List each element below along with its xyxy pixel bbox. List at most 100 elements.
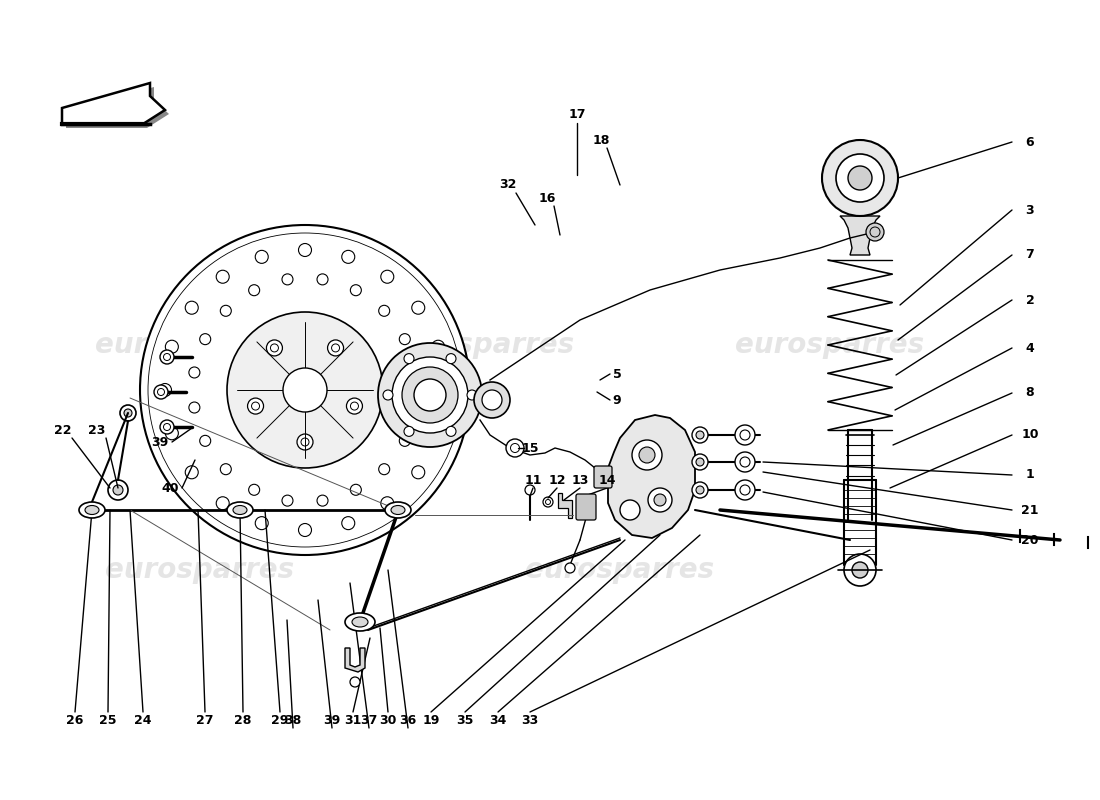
Text: 4: 4 [1025, 342, 1034, 354]
Circle shape [696, 458, 704, 466]
Ellipse shape [390, 506, 405, 514]
Circle shape [735, 425, 755, 445]
Circle shape [140, 225, 470, 555]
Polygon shape [840, 216, 880, 255]
Ellipse shape [345, 613, 375, 631]
Text: 2: 2 [1025, 294, 1034, 306]
Circle shape [692, 427, 708, 443]
Text: 37: 37 [361, 714, 377, 726]
Circle shape [249, 484, 260, 495]
Circle shape [328, 340, 343, 356]
Circle shape [866, 223, 884, 241]
Circle shape [189, 402, 200, 413]
Circle shape [378, 306, 389, 316]
Circle shape [383, 390, 393, 400]
Circle shape [692, 454, 708, 470]
Circle shape [160, 420, 174, 434]
Circle shape [317, 495, 328, 506]
Text: 31: 31 [344, 714, 362, 726]
Ellipse shape [233, 506, 248, 514]
Circle shape [266, 340, 283, 356]
Circle shape [468, 390, 477, 400]
Circle shape [392, 357, 468, 433]
Text: 33: 33 [521, 714, 539, 726]
Text: 39: 39 [152, 435, 168, 449]
Text: 28: 28 [234, 714, 252, 726]
Text: 39: 39 [323, 714, 341, 726]
Circle shape [227, 312, 383, 468]
Text: 23: 23 [88, 423, 106, 437]
Circle shape [439, 383, 451, 397]
Circle shape [220, 306, 231, 316]
Text: 26: 26 [66, 714, 84, 726]
Circle shape [822, 140, 898, 216]
Circle shape [446, 426, 456, 436]
Circle shape [411, 302, 425, 314]
Circle shape [844, 554, 876, 586]
Text: 17: 17 [569, 109, 585, 122]
Circle shape [692, 482, 708, 498]
Circle shape [399, 334, 410, 345]
Text: 24: 24 [134, 714, 152, 726]
Circle shape [506, 439, 524, 457]
Text: 22: 22 [54, 423, 72, 437]
Circle shape [696, 486, 704, 494]
Circle shape [185, 302, 198, 314]
Polygon shape [608, 415, 695, 538]
Circle shape [350, 285, 361, 296]
Ellipse shape [352, 617, 368, 627]
Circle shape [378, 464, 389, 474]
Circle shape [410, 367, 421, 378]
Circle shape [342, 250, 355, 263]
Text: eurosparres: eurosparres [526, 556, 715, 584]
Circle shape [696, 431, 704, 439]
Text: 32: 32 [499, 178, 517, 191]
Circle shape [248, 398, 264, 414]
Circle shape [298, 243, 311, 257]
Text: 15: 15 [521, 442, 539, 454]
Ellipse shape [227, 502, 253, 518]
Circle shape [185, 466, 198, 478]
Circle shape [200, 334, 211, 345]
FancyBboxPatch shape [576, 494, 596, 520]
Circle shape [317, 274, 328, 285]
Polygon shape [345, 648, 365, 672]
Circle shape [342, 517, 355, 530]
Circle shape [404, 354, 414, 364]
Text: 25: 25 [99, 714, 117, 726]
Circle shape [108, 480, 128, 500]
Text: 19: 19 [422, 714, 440, 726]
Text: 7: 7 [1025, 249, 1034, 262]
Circle shape [350, 677, 360, 687]
Text: 9: 9 [613, 394, 621, 406]
Text: 21: 21 [1021, 503, 1038, 517]
Circle shape [402, 367, 458, 423]
Circle shape [120, 405, 136, 421]
Circle shape [346, 398, 363, 414]
Circle shape [836, 154, 884, 202]
Circle shape [410, 402, 421, 413]
Circle shape [735, 452, 755, 472]
Circle shape [297, 434, 313, 450]
Polygon shape [558, 493, 572, 518]
Circle shape [158, 383, 172, 397]
Ellipse shape [79, 502, 104, 518]
Circle shape [165, 426, 178, 440]
Text: 30: 30 [379, 714, 397, 726]
Circle shape [189, 367, 200, 378]
Circle shape [543, 497, 553, 507]
Circle shape [648, 488, 672, 512]
Text: 18: 18 [592, 134, 609, 146]
Circle shape [411, 466, 425, 478]
Text: 27: 27 [196, 714, 213, 726]
Circle shape [282, 495, 293, 506]
Circle shape [298, 523, 311, 537]
Circle shape [350, 484, 361, 495]
Circle shape [446, 354, 456, 364]
Circle shape [113, 485, 123, 495]
Text: 34: 34 [490, 714, 507, 726]
Text: 3: 3 [1025, 203, 1034, 217]
Circle shape [282, 274, 293, 285]
Circle shape [620, 500, 640, 520]
Circle shape [165, 340, 178, 354]
